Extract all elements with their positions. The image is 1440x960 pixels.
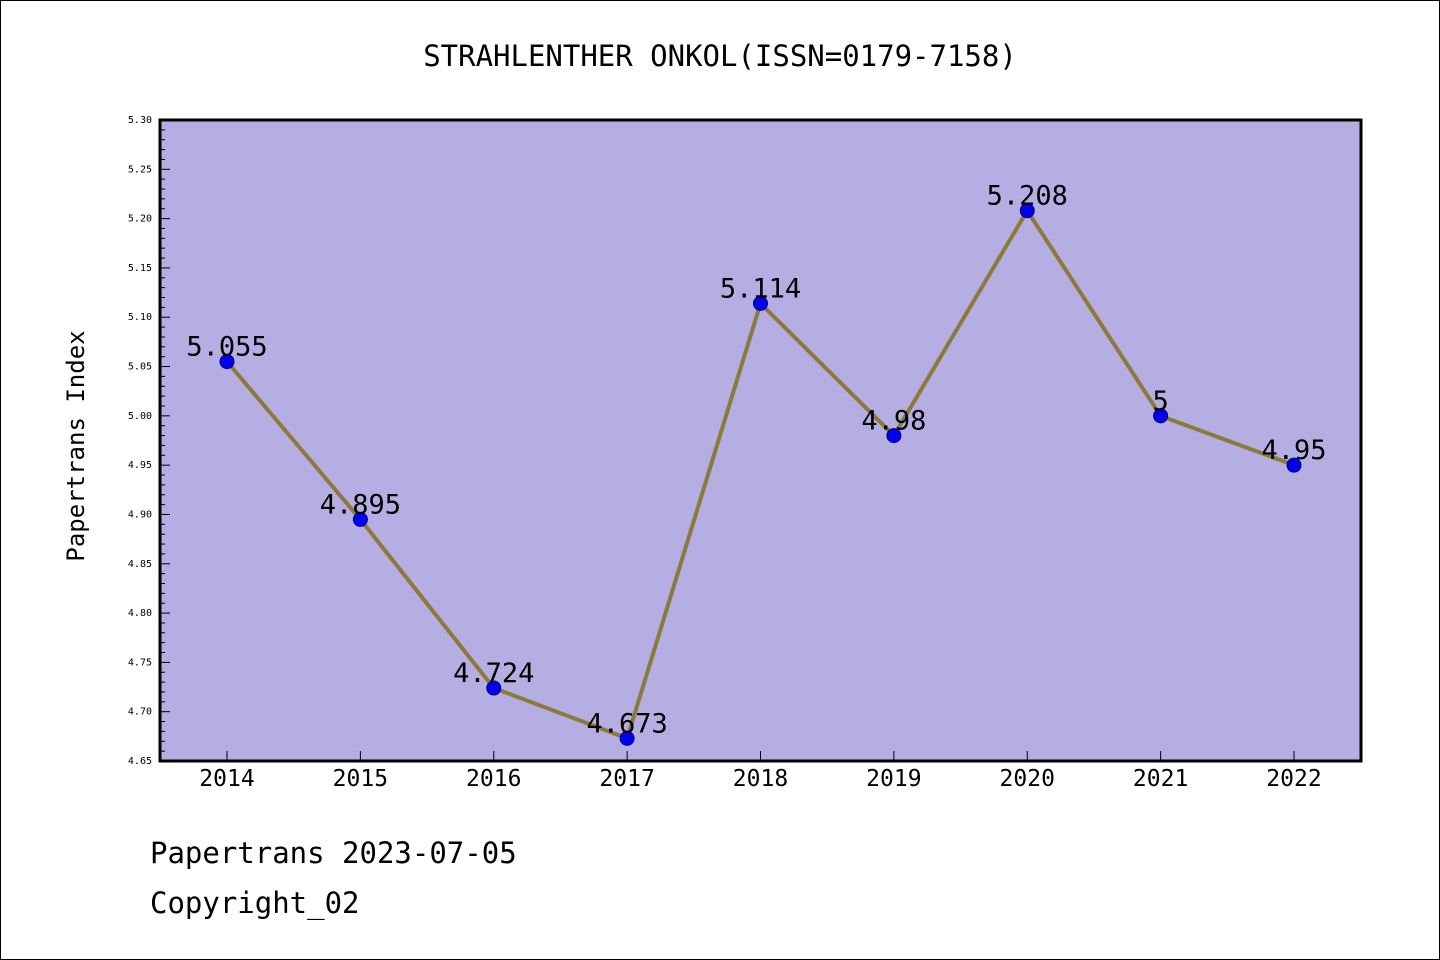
data-labels: 5.055 4.895 4.724 4.673 5.114 4.98 5.208 5 4.95 <box>186 181 1326 740</box>
data-label: 4.724 <box>453 658 534 689</box>
x-axis: 2014 2015 2016 2017 2018 2019 2020 2021 2022 <box>199 751 1322 792</box>
x-tick-label: 2014 <box>199 766 254 792</box>
y-tick-label: 5.30 <box>128 115 152 126</box>
data-label: 5 <box>1152 386 1168 417</box>
data-point <box>886 428 902 444</box>
data-label: 5.114 <box>720 273 801 304</box>
footer-source: Papertrans 2023-07-05 <box>150 836 517 870</box>
data-label: 4.673 <box>586 708 667 739</box>
y-tick-label: 5.25 <box>128 164 152 175</box>
plot-area <box>158 118 1363 763</box>
y-tick-label: 4.85 <box>128 559 152 570</box>
x-tick-label: 2019 <box>866 766 921 792</box>
data-point <box>1153 408 1169 424</box>
data-markers <box>219 203 1302 746</box>
y-tick-label: 4.75 <box>128 657 152 668</box>
x-tick-label: 2022 <box>1266 766 1321 792</box>
y-tick-label: 4.65 <box>128 756 152 767</box>
x-tick-label: 2018 <box>733 766 788 792</box>
data-label: 4.895 <box>320 489 401 520</box>
y-tick-label: 5.05 <box>128 362 152 373</box>
data-point <box>1019 203 1035 219</box>
data-point <box>219 354 235 370</box>
data-label: 5.055 <box>186 332 267 363</box>
data-point <box>619 730 635 746</box>
y-axis-label: Papertrans Index <box>62 330 90 561</box>
data-label: 4.95 <box>1261 435 1326 466</box>
y-tick-label: 4.90 <box>128 509 152 520</box>
x-tick-label: 2021 <box>1133 766 1188 792</box>
y-tick-label: 4.95 <box>128 460 152 471</box>
data-point <box>486 680 502 696</box>
x-tick-label: 2020 <box>1000 766 1055 792</box>
y-tick-label: 4.80 <box>128 608 152 619</box>
data-label: 4.98 <box>861 406 926 437</box>
data-point <box>753 295 768 311</box>
y-tick-label: 4.70 <box>128 707 152 718</box>
y-tick-label: 5.10 <box>128 312 152 323</box>
x-tick-label: 2017 <box>599 766 654 792</box>
y-tick-label: 5.00 <box>128 411 152 422</box>
x-tick-label: 2015 <box>333 766 388 792</box>
y-tick-label: 5.15 <box>128 263 152 274</box>
data-point <box>1286 457 1302 473</box>
footer-copyright: Copyright_02 <box>150 886 360 920</box>
data-point <box>352 511 368 527</box>
x-tick-label: 2016 <box>466 766 521 792</box>
y-axis: 4.65 4.70 4.75 4.80 4.85 4.90 4.95 5.00 5.05 5.10… <box>128 115 170 767</box>
y-tick-label: 5.20 <box>128 214 152 225</box>
data-label: 5.208 <box>987 181 1068 212</box>
chart-title: STRAHLENTHER ONKOL(ISSN=0179-7158) <box>423 39 1017 73</box>
